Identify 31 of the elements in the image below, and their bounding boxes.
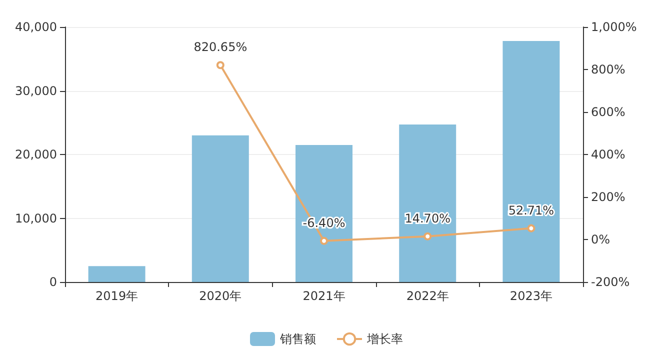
bar [296, 144, 352, 282]
y-tick-label: 0 [49, 275, 57, 289]
y2-tick-label: 1,000% [591, 20, 637, 34]
y2-tick-label: 0% [591, 232, 610, 246]
bar [192, 135, 249, 282]
x-tick-label: 2022年 [406, 289, 449, 303]
x-tick-label: 2021年 [302, 289, 346, 303]
x-tick-label: 2023年 [510, 289, 552, 303]
data-label: 52.71% [508, 203, 554, 218]
point [216, 61, 224, 70]
legend-label: 销售额 [279, 332, 316, 346]
y2-tick-label: 600% [591, 105, 626, 119]
legend-label: 增长率 [366, 332, 403, 346]
point [527, 224, 536, 232]
bar [88, 266, 146, 282]
y2-tick-label: 200% [591, 190, 626, 204]
point [320, 236, 328, 245]
y2-tick-label: -200% [591, 275, 630, 289]
y-tick-label: 20,000 [15, 148, 57, 162]
x-tick-label: 2020年 [199, 289, 242, 303]
data-label: 820.65% [194, 40, 248, 54]
bar [399, 124, 456, 282]
y2-tick-label: 400% [591, 148, 626, 162]
point [424, 232, 432, 240]
data-label: 14.70% [404, 211, 450, 226]
y2-tick-label: 800% [591, 62, 626, 76]
y-tick-label: 10,000 [15, 211, 57, 226]
x-tick-label: 2019年 [96, 289, 138, 303]
y-tick-label: 40,000 [15, 20, 57, 34]
y-tick-label: 30,000 [15, 84, 57, 98]
bar [502, 41, 560, 282]
